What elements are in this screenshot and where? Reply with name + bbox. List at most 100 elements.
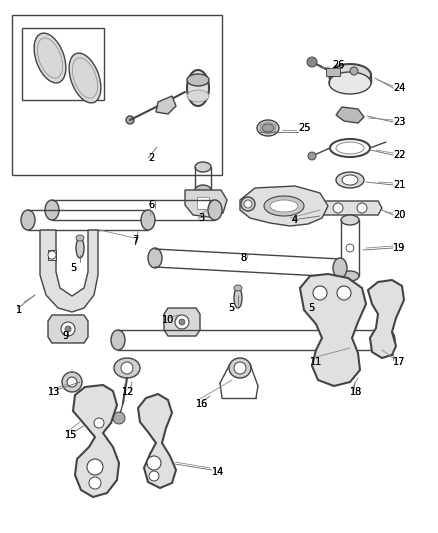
Text: 16: 16: [196, 399, 208, 409]
Text: 14: 14: [212, 467, 224, 477]
Text: 8: 8: [240, 253, 246, 263]
Text: 3: 3: [198, 213, 204, 223]
Text: 3: 3: [198, 213, 204, 223]
Text: 19: 19: [393, 243, 405, 253]
Circle shape: [61, 322, 75, 336]
Circle shape: [89, 477, 101, 489]
Ellipse shape: [148, 248, 162, 268]
Circle shape: [126, 116, 134, 124]
Text: 5: 5: [308, 303, 314, 313]
Ellipse shape: [329, 64, 371, 86]
Ellipse shape: [62, 372, 82, 392]
Text: 5: 5: [228, 303, 234, 313]
Ellipse shape: [341, 215, 359, 225]
Text: 22: 22: [393, 150, 406, 160]
Polygon shape: [185, 190, 227, 217]
Circle shape: [308, 152, 316, 160]
Text: 26: 26: [332, 60, 344, 70]
Polygon shape: [48, 250, 56, 260]
Bar: [22, 28, 104, 100]
Text: 8: 8: [240, 253, 246, 263]
Ellipse shape: [342, 175, 358, 185]
Circle shape: [333, 203, 343, 213]
Ellipse shape: [314, 288, 322, 308]
Circle shape: [307, 57, 317, 67]
Text: 9: 9: [62, 331, 68, 341]
Circle shape: [121, 362, 133, 374]
Polygon shape: [368, 280, 404, 358]
Text: 1: 1: [16, 305, 22, 315]
Ellipse shape: [329, 72, 371, 94]
Text: 16: 16: [196, 399, 208, 409]
Text: 18: 18: [350, 387, 362, 397]
Text: 20: 20: [393, 210, 406, 220]
Ellipse shape: [257, 120, 279, 136]
Ellipse shape: [270, 200, 298, 212]
Text: 12: 12: [122, 387, 134, 397]
Text: 2: 2: [148, 153, 154, 163]
Polygon shape: [40, 230, 98, 312]
Ellipse shape: [21, 210, 35, 230]
Text: 11: 11: [310, 357, 322, 367]
Circle shape: [175, 315, 189, 329]
Polygon shape: [156, 96, 176, 114]
Text: 25: 25: [298, 123, 311, 133]
Text: 10: 10: [162, 315, 174, 325]
Circle shape: [48, 251, 56, 259]
Ellipse shape: [234, 285, 242, 291]
Text: 22: 22: [393, 150, 406, 160]
Ellipse shape: [241, 197, 255, 211]
Text: 6: 6: [148, 200, 154, 210]
Polygon shape: [197, 197, 209, 209]
Text: 15: 15: [65, 430, 78, 440]
Ellipse shape: [34, 33, 66, 83]
Circle shape: [94, 418, 104, 428]
Polygon shape: [73, 385, 119, 497]
Text: 5: 5: [228, 303, 234, 313]
Polygon shape: [240, 186, 328, 226]
Circle shape: [337, 286, 351, 300]
Polygon shape: [336, 107, 364, 123]
Polygon shape: [318, 201, 382, 215]
Text: 21: 21: [393, 180, 406, 190]
Circle shape: [113, 412, 125, 424]
Bar: [12, 15, 222, 175]
Polygon shape: [138, 394, 176, 488]
Circle shape: [357, 203, 367, 213]
Circle shape: [87, 459, 103, 475]
Text: 1: 1: [16, 305, 22, 315]
Ellipse shape: [195, 185, 211, 195]
Ellipse shape: [234, 288, 242, 308]
Text: 5: 5: [70, 263, 76, 273]
Ellipse shape: [187, 70, 209, 106]
Text: 5: 5: [70, 263, 76, 273]
Text: 17: 17: [393, 357, 406, 367]
Circle shape: [346, 244, 354, 252]
Text: 24: 24: [393, 83, 406, 93]
Ellipse shape: [67, 377, 77, 387]
Text: 13: 13: [48, 387, 60, 397]
Text: 7: 7: [132, 237, 138, 247]
Text: 25: 25: [298, 123, 311, 133]
Text: 9: 9: [62, 331, 68, 341]
Bar: [326, 68, 340, 76]
Text: 20: 20: [393, 210, 406, 220]
Text: 23: 23: [393, 117, 406, 127]
Ellipse shape: [187, 90, 209, 102]
Ellipse shape: [314, 285, 322, 291]
Ellipse shape: [381, 330, 395, 350]
Circle shape: [179, 319, 185, 325]
Text: 18: 18: [350, 387, 362, 397]
Polygon shape: [300, 274, 366, 386]
Ellipse shape: [262, 124, 274, 132]
Text: 2: 2: [148, 153, 154, 163]
Ellipse shape: [187, 74, 209, 86]
Text: 15: 15: [65, 430, 78, 440]
Text: 17: 17: [393, 357, 406, 367]
Ellipse shape: [229, 358, 251, 378]
Ellipse shape: [111, 330, 125, 350]
Ellipse shape: [141, 210, 155, 230]
Text: 21: 21: [393, 180, 406, 190]
Circle shape: [149, 471, 159, 481]
Text: 24: 24: [393, 83, 406, 93]
